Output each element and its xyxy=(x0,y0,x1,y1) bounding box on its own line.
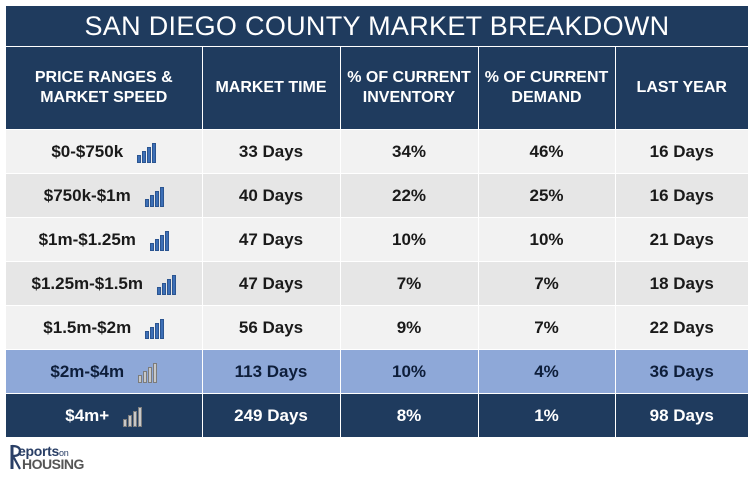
page-title: SAN DIEGO COUNTY MARKET BREAKDOWN xyxy=(6,6,748,47)
price-range-cell: $0-$750k xyxy=(6,129,202,174)
price-range-cell: $4m+ xyxy=(6,393,202,437)
price-range-label: $1.5m-$2m xyxy=(43,317,132,337)
table-row: $1.5m-$2m 56 Days 9% 7% 22 Days xyxy=(6,305,748,350)
speed-bars-blue-icon xyxy=(144,185,164,207)
market-time-cell: 113 Days xyxy=(201,349,340,394)
market-time-cell: 33 Days xyxy=(201,129,340,174)
last-year-cell: 98 Days xyxy=(614,393,748,437)
speed-bars-gray-icon xyxy=(123,405,143,427)
header-inventory: % OF CURRENT INVENTORY xyxy=(339,47,478,130)
table-row: $0-$750k 33 Days 34% 46% 16 Days xyxy=(6,129,748,174)
demand-cell: 10% xyxy=(477,217,615,262)
market-time-cell: 47 Days xyxy=(201,261,340,306)
table-row: $1.25m-$1.5m 47 Days 7% 7% 18 Days xyxy=(6,261,748,306)
inventory-cell: 8% xyxy=(339,393,478,437)
price-range-label: $750k-$1m xyxy=(43,185,131,205)
demand-cell: 1% xyxy=(477,393,615,437)
demand-cell: 7% xyxy=(477,261,615,306)
price-range-cell: $1.25m-$1.5m xyxy=(6,261,202,306)
price-range-label: $1m-$1.25m xyxy=(38,229,136,249)
table-row: $4m+ 249 Days 8% 1% 98 Days xyxy=(6,393,748,437)
inventory-cell: 10% xyxy=(339,217,478,262)
header-market-time: MARKET TIME xyxy=(201,47,340,130)
reports-on-housing-logo: eportson HOUSING xyxy=(10,441,100,473)
header-price-ranges: PRICE RANGES & MARKET SPEED xyxy=(6,47,202,130)
demand-cell: 4% xyxy=(477,349,615,394)
r-logo-mark-icon xyxy=(10,444,22,470)
price-range-label: $1.25m-$1.5m xyxy=(31,273,144,293)
table-row: $2m-$4m 113 Days 10% 4% 36 Days xyxy=(6,349,748,394)
logo-line2: HOUSING xyxy=(22,456,84,472)
price-range-label: $2m-$4m xyxy=(50,361,125,381)
last-year-cell: 18 Days xyxy=(614,261,748,306)
market-time-cell: 40 Days xyxy=(201,173,340,218)
header-demand: % OF CURRENT DEMAND xyxy=(477,47,615,130)
last-year-cell: 16 Days xyxy=(614,173,748,218)
market-time-cell: 56 Days xyxy=(201,305,340,350)
speed-bars-blue-icon xyxy=(149,229,169,251)
logo-line1: eportson xyxy=(18,443,69,459)
price-range-label: $0-$750k xyxy=(51,141,124,161)
market-breakdown-table-container: SAN DIEGO COUNTY MARKET BREAKDOWN PRICE … xyxy=(6,6,748,437)
price-range-cell: $2m-$4m xyxy=(6,349,202,394)
inventory-cell: 7% xyxy=(339,261,478,306)
last-year-cell: 21 Days xyxy=(614,217,748,262)
inventory-cell: 22% xyxy=(339,173,478,218)
price-range-cell: $1m-$1.25m xyxy=(6,217,202,262)
market-time-cell: 249 Days xyxy=(201,393,340,437)
last-year-cell: 22 Days xyxy=(614,305,748,350)
last-year-cell: 36 Days xyxy=(614,349,748,394)
table-row: $750k-$1m 40 Days 22% 25% 16 Days xyxy=(6,173,748,218)
demand-cell: 46% xyxy=(477,129,615,174)
price-range-label: $4m+ xyxy=(65,405,110,425)
inventory-cell: 10% xyxy=(339,349,478,394)
table-header-row: PRICE RANGES & MARKET SPEED MARKET TIME … xyxy=(6,47,748,130)
market-time-cell: 47 Days xyxy=(201,217,340,262)
header-last-year: LAST YEAR xyxy=(614,47,748,130)
speed-bars-blue-icon xyxy=(137,141,157,163)
last-year-cell: 16 Days xyxy=(614,129,748,174)
inventory-cell: 34% xyxy=(339,129,478,174)
market-breakdown-table: PRICE RANGES & MARKET SPEED MARKET TIME … xyxy=(6,47,748,437)
speed-bars-blue-icon xyxy=(145,317,165,339)
price-range-cell: $750k-$1m xyxy=(6,173,202,218)
price-range-cell: $1.5m-$2m xyxy=(6,305,202,350)
speed-bars-blue-icon xyxy=(157,273,177,295)
demand-cell: 25% xyxy=(477,173,615,218)
speed-bars-gray-icon xyxy=(138,361,158,383)
inventory-cell: 9% xyxy=(339,305,478,350)
table-row: $1m-$1.25m 47 Days 10% 10% 21 Days xyxy=(6,217,748,262)
demand-cell: 7% xyxy=(477,305,615,350)
